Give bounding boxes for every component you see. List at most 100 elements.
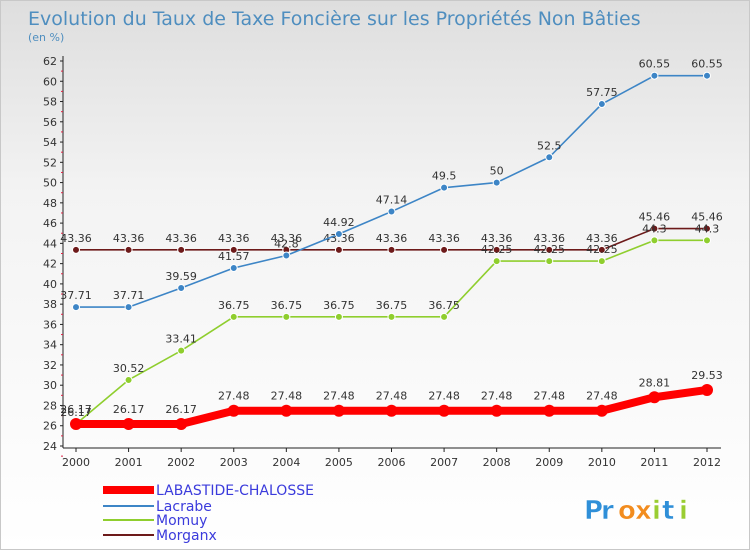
- data-label: 43.36: [481, 232, 513, 245]
- data-label: 45.46: [639, 211, 671, 224]
- x-tick-label: 2007: [430, 456, 458, 469]
- logo-letter: i: [652, 496, 661, 526]
- data-point: [545, 257, 554, 266]
- data-label: 26.17: [60, 403, 92, 416]
- data-point: [492, 245, 501, 254]
- legend-item: Morganx: [103, 528, 217, 544]
- legend-label: Lacrabe: [156, 499, 212, 515]
- data-label: 43.36: [113, 232, 145, 245]
- data-point: [177, 284, 186, 293]
- chart-title: Evolution du Taux de Taxe Foncière sur l…: [28, 8, 641, 30]
- y-tick-label: 32: [43, 359, 57, 372]
- data-label: 44.3: [642, 222, 667, 235]
- data-label: 43.36: [165, 232, 197, 245]
- y-tick-label: 42: [43, 258, 57, 271]
- data-label: 43.36: [60, 232, 92, 245]
- data-point: [440, 183, 449, 192]
- data-label: 42.25: [586, 243, 618, 256]
- chart-subtitle: (en %): [28, 31, 64, 44]
- data-label: 29.53: [691, 369, 723, 382]
- y-tick-label: 34: [43, 339, 57, 352]
- y-tick-label: 24: [43, 440, 57, 453]
- data-point: [492, 178, 501, 187]
- data-label: 26.17: [113, 403, 145, 416]
- y-tick-label: 26: [43, 420, 57, 433]
- data-point: [334, 230, 343, 239]
- data-point: [703, 224, 711, 233]
- y-tick-label: 62: [43, 55, 57, 68]
- data-label: 43.36: [376, 232, 408, 245]
- data-point: [650, 224, 659, 233]
- data-label: 43.36: [323, 232, 355, 245]
- data-point: [385, 404, 398, 417]
- data-point: [597, 100, 606, 109]
- data-point: [701, 383, 713, 396]
- data-point: [545, 153, 554, 162]
- y-tick-label: 60: [43, 75, 57, 88]
- data-label: 27.48: [376, 390, 408, 403]
- data-point: [543, 404, 556, 417]
- y-tick-label: 36: [43, 318, 57, 331]
- data-label: 57.75: [586, 86, 618, 99]
- proxiti-logo: Pr o x i t i: [584, 496, 689, 527]
- data-point: [703, 236, 711, 245]
- data-point: [490, 404, 503, 417]
- x-tick-label: 2003: [220, 456, 248, 469]
- data-label: 27.48: [586, 390, 618, 403]
- data-point: [72, 303, 80, 312]
- data-point: [440, 245, 449, 254]
- legend-item: LABASTIDE-CHALOSSE: [103, 483, 314, 499]
- y-tick-label: 52: [43, 156, 57, 169]
- legend-label: LABASTIDE-CHALOSSE: [156, 483, 314, 499]
- logo-letter: P: [584, 496, 603, 526]
- data-label: 27.48: [271, 390, 303, 403]
- data-point: [282, 251, 291, 260]
- logo-letter: i: [679, 496, 688, 526]
- y-tick-label: 28: [43, 399, 57, 412]
- data-label: 36.75: [323, 299, 355, 312]
- data-point: [282, 312, 291, 321]
- data-point: [597, 245, 606, 254]
- logo-letter: t: [662, 496, 674, 526]
- y-tick-label: 56: [43, 116, 57, 129]
- data-point: [334, 312, 343, 321]
- data-label: 49.5: [432, 170, 457, 183]
- data-label: 37.71: [113, 289, 145, 302]
- data-point: [387, 245, 396, 254]
- data-label: 43.36: [428, 232, 460, 245]
- data-point: [492, 257, 501, 266]
- data-label: 44.3: [695, 222, 720, 235]
- y-tick-label: 54: [43, 136, 57, 149]
- legend-item: Lacrabe: [103, 499, 212, 515]
- data-point: [440, 312, 449, 321]
- data-label: 60.55: [691, 58, 723, 71]
- x-tick-label: 2004: [272, 456, 300, 469]
- data-label: 43.36: [271, 232, 303, 245]
- data-label: 36.75: [428, 299, 460, 312]
- data-point: [545, 245, 554, 254]
- data-label: 26.17: [60, 406, 92, 419]
- data-point: [332, 404, 345, 417]
- y-tick-label: 44: [43, 237, 57, 250]
- data-point: [648, 391, 661, 404]
- y-tick-label: 38: [43, 298, 57, 311]
- data-label: 33.41: [165, 333, 197, 346]
- data-point: [124, 245, 133, 254]
- data-label: 27.48: [218, 390, 250, 403]
- data-point: [177, 346, 186, 355]
- x-tick-label: 2010: [588, 456, 616, 469]
- data-point: [650, 236, 659, 245]
- data-label: 28.81: [639, 376, 671, 389]
- x-tick-label: 2000: [62, 456, 90, 469]
- data-label: 42.25: [534, 243, 566, 256]
- data-point: [177, 245, 186, 254]
- data-label: 43.36: [586, 232, 618, 245]
- data-label: 27.48: [534, 390, 566, 403]
- data-label: 44.92: [323, 216, 355, 229]
- data-point: [597, 257, 606, 266]
- data-point: [387, 312, 396, 321]
- data-point: [650, 71, 659, 80]
- data-label: 43.36: [534, 232, 566, 245]
